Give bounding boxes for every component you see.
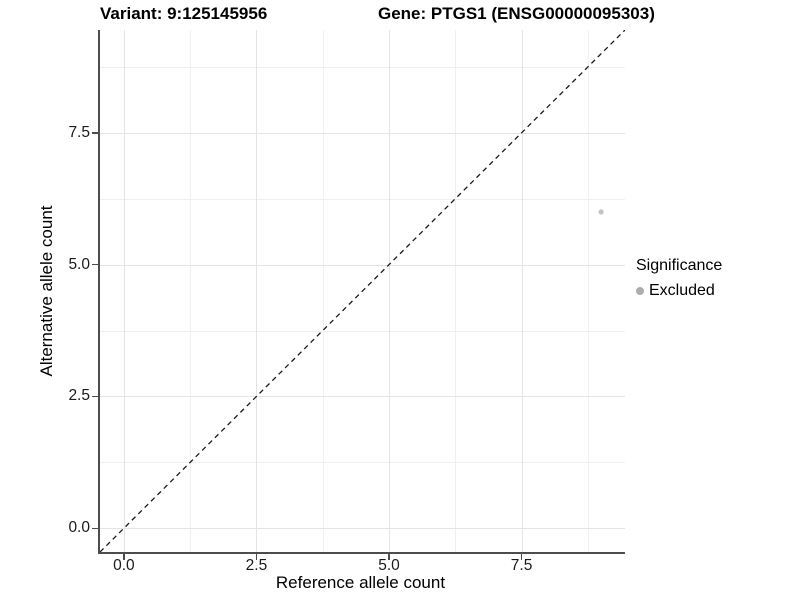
- data-point: [598, 209, 604, 215]
- x-minor-gridline: [322, 30, 324, 552]
- x-minor-gridline: [190, 30, 192, 552]
- x-minor-gridline: [455, 30, 457, 552]
- y-tick-label: 0.0: [68, 519, 90, 537]
- y-major-gridline: [100, 396, 625, 398]
- plot-canvas: [100, 30, 625, 552]
- x-tick-label: 2.5: [245, 557, 268, 574]
- x-tick-label: 0.0: [113, 557, 135, 574]
- x-axis-title: Reference allele count: [275, 573, 446, 592]
- x-major-gridline: [521, 30, 523, 552]
- y-major-gridline: [100, 264, 625, 266]
- y-tick-label: 2.5: [68, 387, 90, 405]
- y-axis-title: Alternative allele count: [37, 205, 56, 377]
- y-tick-label: 5.0: [68, 255, 90, 273]
- y-minor-gridline: [100, 330, 625, 332]
- legend-item-label: Excluded: [649, 282, 715, 299]
- y-axis-tick: [92, 132, 98, 134]
- x-major-gridline: [256, 30, 258, 552]
- y-major-gridline: [100, 132, 625, 134]
- chart-title-variant: Variant: 9:125145956: [100, 4, 268, 23]
- x-major-gridline: [389, 30, 390, 552]
- identity-reference-line: [100, 30, 625, 552]
- y-tick-label: 7.5: [68, 123, 90, 141]
- x-tick-label: 5.0: [378, 557, 400, 574]
- y-axis-tick: [92, 263, 98, 266]
- y-minor-gridline: [100, 66, 625, 68]
- y-axis-tick: [92, 527, 98, 530]
- legend-title: Significance: [636, 257, 723, 274]
- y-minor-gridline: [100, 198, 625, 200]
- y-major-gridline: [100, 528, 625, 530]
- x-axis-tick: [520, 554, 523, 560]
- plot-panel: 0.0 2.5 5.0 7.5 0.0 2.5 5.0 7.5: [68, 30, 625, 574]
- x-axis-tick: [388, 554, 390, 560]
- legend-key-point-icon: [636, 287, 644, 295]
- chart-title-gene: Gene: PTGS1 (ENSG00000095303): [378, 4, 655, 23]
- legend-item-excluded: Excluded: [636, 282, 722, 300]
- x-major-gridline: [123, 30, 125, 552]
- x-axis-tick: [123, 554, 125, 560]
- legend: Significance Excluded: [636, 257, 722, 300]
- y-minor-gridline: [100, 462, 625, 464]
- x-tick-label: 7.5: [510, 557, 533, 574]
- y-axis-tick: [92, 395, 98, 398]
- x-minor-gridline: [587, 30, 589, 552]
- x-axis-tick: [255, 554, 258, 560]
